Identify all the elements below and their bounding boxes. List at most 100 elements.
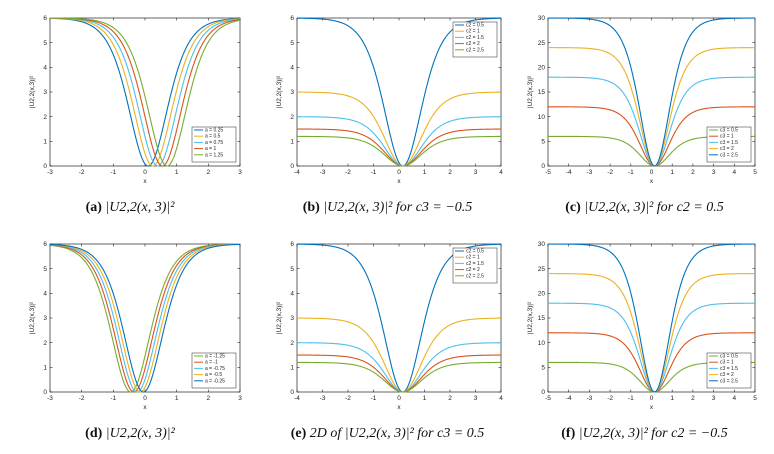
x-tick-label: 5 [753,395,757,402]
y-tick-label: 4 [43,291,47,298]
x-tick-label: -3 [47,395,53,402]
y-tick-label: 1 [43,139,47,146]
x-tick-label: 0 [143,395,147,402]
legend-label: c2 = 2 [466,267,480,273]
caption-f: (f) |U2,2(x, 3)|² for c2 = −0.5 [515,426,774,442]
x-tick-label: 4 [732,395,736,402]
x-tick-label: 4 [499,395,503,402]
legend-label: c2 = 2 [466,41,480,47]
y-tick-label: 0 [43,163,47,170]
y-tick-label: 0 [43,389,47,396]
legend-label: a = -0.25 [205,378,225,384]
y-tick-label: 20 [538,291,546,298]
legend-label: c3 = 2.5 [720,378,738,384]
legend-label: c3 = 0.5 [720,128,738,134]
x-tick-label: -1 [371,169,377,176]
legend-box [452,247,498,284]
y-tick-label: 2 [43,114,47,121]
y-axis-label: |U2,2(x,3)|² [29,301,36,334]
caption-tag: (f) [561,426,576,441]
legend-label: c2 = 0.5 [466,249,484,255]
series-line [49,243,241,393]
legend: a = -1.25a = -1a = -0.75a = -0.5a = -0.2… [191,352,237,389]
y-tick-label: 15 [538,89,546,96]
x-axis-label: x [397,404,401,411]
x-tick-label: 3 [712,169,716,176]
x-tick-label: -3 [587,169,593,176]
legend-label: a = 1 [205,146,216,152]
legend-label: c2 = 1.5 [466,261,484,267]
y-tick-label: 3 [290,89,294,96]
series-line [297,361,502,393]
x-tick-label: -3 [587,395,593,402]
x-tick-label: 0 [143,169,147,176]
panel-b: -4 -3 -2 -1 0 1 2 3 4 0 1 2 3 4 5 6 x |U2,2(x,3)|² c2 = 0.… [260,0,515,225]
y-tick-label: 30 [538,15,546,22]
series-line [548,243,755,393]
legend: c2 = 0.5c2 = 1c2 = 1.5c2 = 2c2 = 2.5 [452,247,498,284]
y-tick-label: 10 [538,114,546,121]
series-line [49,17,241,167]
caption-text: |U2,2(x, 3)|² for c2 = 0.5 [584,200,724,215]
y-tick-label: 4 [290,65,294,72]
x-tick-label: 1 [670,395,674,402]
caption-tag: (e) [290,426,307,441]
caption-d: (d) |U2,2(x, 3)|² [0,426,260,442]
caption-text: |U2,2(x, 3)|² for c3 = −0.5 [323,200,473,215]
y-tick-label: 10 [538,340,546,347]
x-tick-label: 2 [448,395,452,402]
caption-a: (a) |U2,2(x, 3)|² [0,200,260,216]
series-line [49,17,241,167]
y-tick-label: 3 [43,89,47,96]
legend-label: c2 = 0.5 [466,23,484,29]
series-line [297,128,501,167]
y-tick-label: 30 [538,241,546,248]
y-tick-label: 5 [541,139,545,146]
legend: c3 = 0.5c3 = 1c3 = 1.5c3 = 2c3 = 2.5 [706,126,752,163]
x-tick-label: -3 [320,169,326,176]
series-line [49,243,241,393]
caption-text: |U2,2(x, 3)|² [105,200,175,215]
y-tick-label: 20 [538,65,546,72]
x-axis-label: x [650,404,654,411]
x-tick-label: -4 [294,169,300,176]
legend-label: c3 = 1.5 [720,140,738,146]
legend-label: c3 = 1 [720,360,734,366]
y-tick-label: 25 [538,266,546,273]
y-tick-label: 5 [290,266,294,273]
series-line [49,243,241,393]
caption-tag: (d) [85,426,103,441]
x-tick-label: 2 [691,169,695,176]
legend-label: a = 0.75 [205,140,223,146]
x-tick-label: 1 [670,169,674,176]
legend-label: c3 = 2 [720,146,734,152]
legend-label: c2 = 2.5 [466,47,484,53]
legend-label: c3 = 1.5 [720,366,738,372]
x-tick-label: -5 [545,169,551,176]
y-tick-label: 15 [538,315,546,322]
caption-b: (b) |U2,2(x, 3)|² for c3 = −0.5 [260,200,515,216]
legend-label: c2 = 1.5 [466,35,484,41]
x-tick-label: -2 [607,395,613,402]
y-tick-label: 2 [290,114,294,121]
x-tick-label: 2 [207,395,211,402]
legend-label: a = -1.25 [205,354,225,360]
y-tick-label: 1 [43,365,47,372]
legend: a = 0.25a = 0.5a = 0.75a = 1a = 1.25 [191,126,237,163]
x-tick-label: 0 [397,169,401,176]
legend-label: a = 1.25 [205,152,223,158]
y-tick-label: 0 [290,389,294,396]
legend-label: c3 = 0.5 [720,354,738,360]
y-tick-label: 2 [290,340,294,347]
x-tick-label: -1 [371,395,377,402]
x-tick-label: 0 [397,395,401,402]
legend-box [452,21,498,58]
legend-box [191,352,237,389]
y-tick-label: 4 [43,65,47,72]
y-tick-label: 1 [290,365,294,372]
chart-c: -5 -4 -3 -2 -1 0 1 2 3 4 5 0 5 10 15 20 25 30 x |U2,2(x,3)|… [527,15,757,185]
y-axis-label: |U2,2(x,3)|² [276,75,283,108]
series-line [49,243,241,393]
series-line [297,135,502,167]
y-tick-label: 6 [290,241,294,248]
